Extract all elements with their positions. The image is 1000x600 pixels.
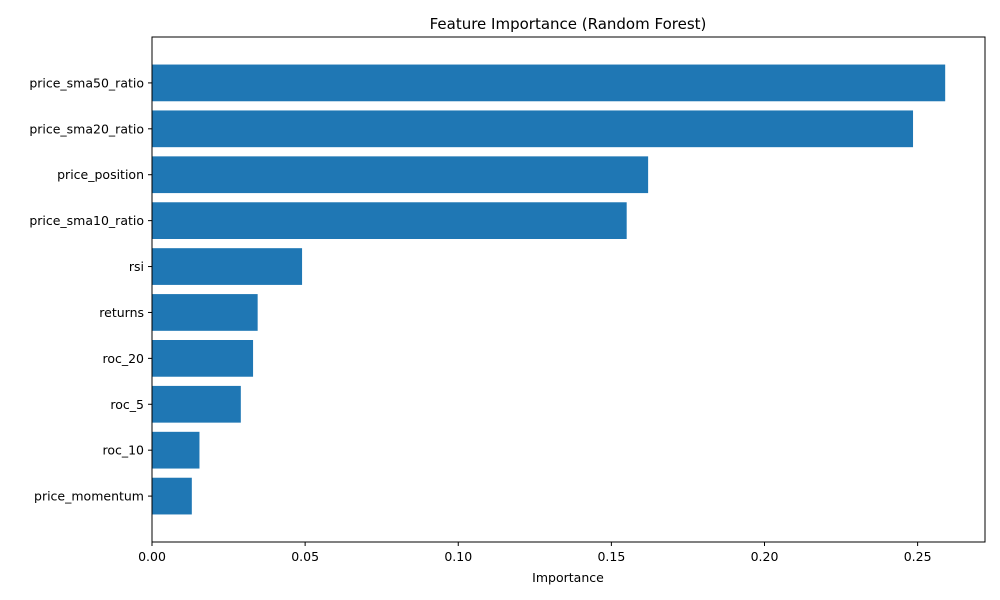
bar-rsi — [152, 248, 303, 285]
plot-frame — [151, 36, 986, 543]
y-tick-label: roc_10 — [102, 443, 144, 458]
y-axis-ticks: price_sma50_ratio price_sma20_ratio price_… — [29, 75, 152, 504]
y-tick-label: price_sma20_ratio — [29, 121, 144, 136]
bar-price-momentum — [152, 477, 192, 515]
bar-price-position — [152, 156, 649, 194]
bar-price-sma10-ratio — [152, 202, 627, 239]
x-tick-label: 0.10 — [444, 549, 472, 564]
x-tick-label: 0.05 — [291, 549, 319, 564]
bar-roc-20 — [152, 340, 254, 377]
x-axis-title: Importance — [532, 570, 604, 585]
bars-group — [152, 64, 946, 515]
y-tick-label: rsi — [129, 259, 144, 274]
chart-title: Feature Importance (Random Forest) — [430, 15, 707, 33]
x-axis-ticks: 0.00 0.05 0.10 0.15 0.20 0.25 — [138, 542, 932, 564]
bar-price-sma50-ratio — [152, 64, 946, 102]
bar-returns — [152, 294, 258, 331]
y-tick-label: roc_5 — [110, 397, 144, 412]
bar-price-sma20-ratio — [152, 110, 914, 148]
bar-roc-10 — [152, 431, 200, 469]
x-tick-label: 0.00 — [138, 549, 166, 564]
y-tick-label: price_sma50_ratio — [29, 75, 144, 90]
x-tick-label: 0.15 — [597, 549, 625, 564]
y-tick-label: price_sma10_ratio — [29, 213, 144, 228]
y-tick-label: roc_20 — [102, 351, 144, 366]
x-tick-label: 0.20 — [751, 549, 779, 564]
x-tick-label: 0.25 — [904, 549, 932, 564]
y-tick-label: price_momentum — [34, 489, 144, 504]
y-tick-label: returns — [99, 305, 144, 320]
bar-roc-5 — [152, 385, 241, 423]
y-tick-label: price_position — [57, 167, 144, 182]
